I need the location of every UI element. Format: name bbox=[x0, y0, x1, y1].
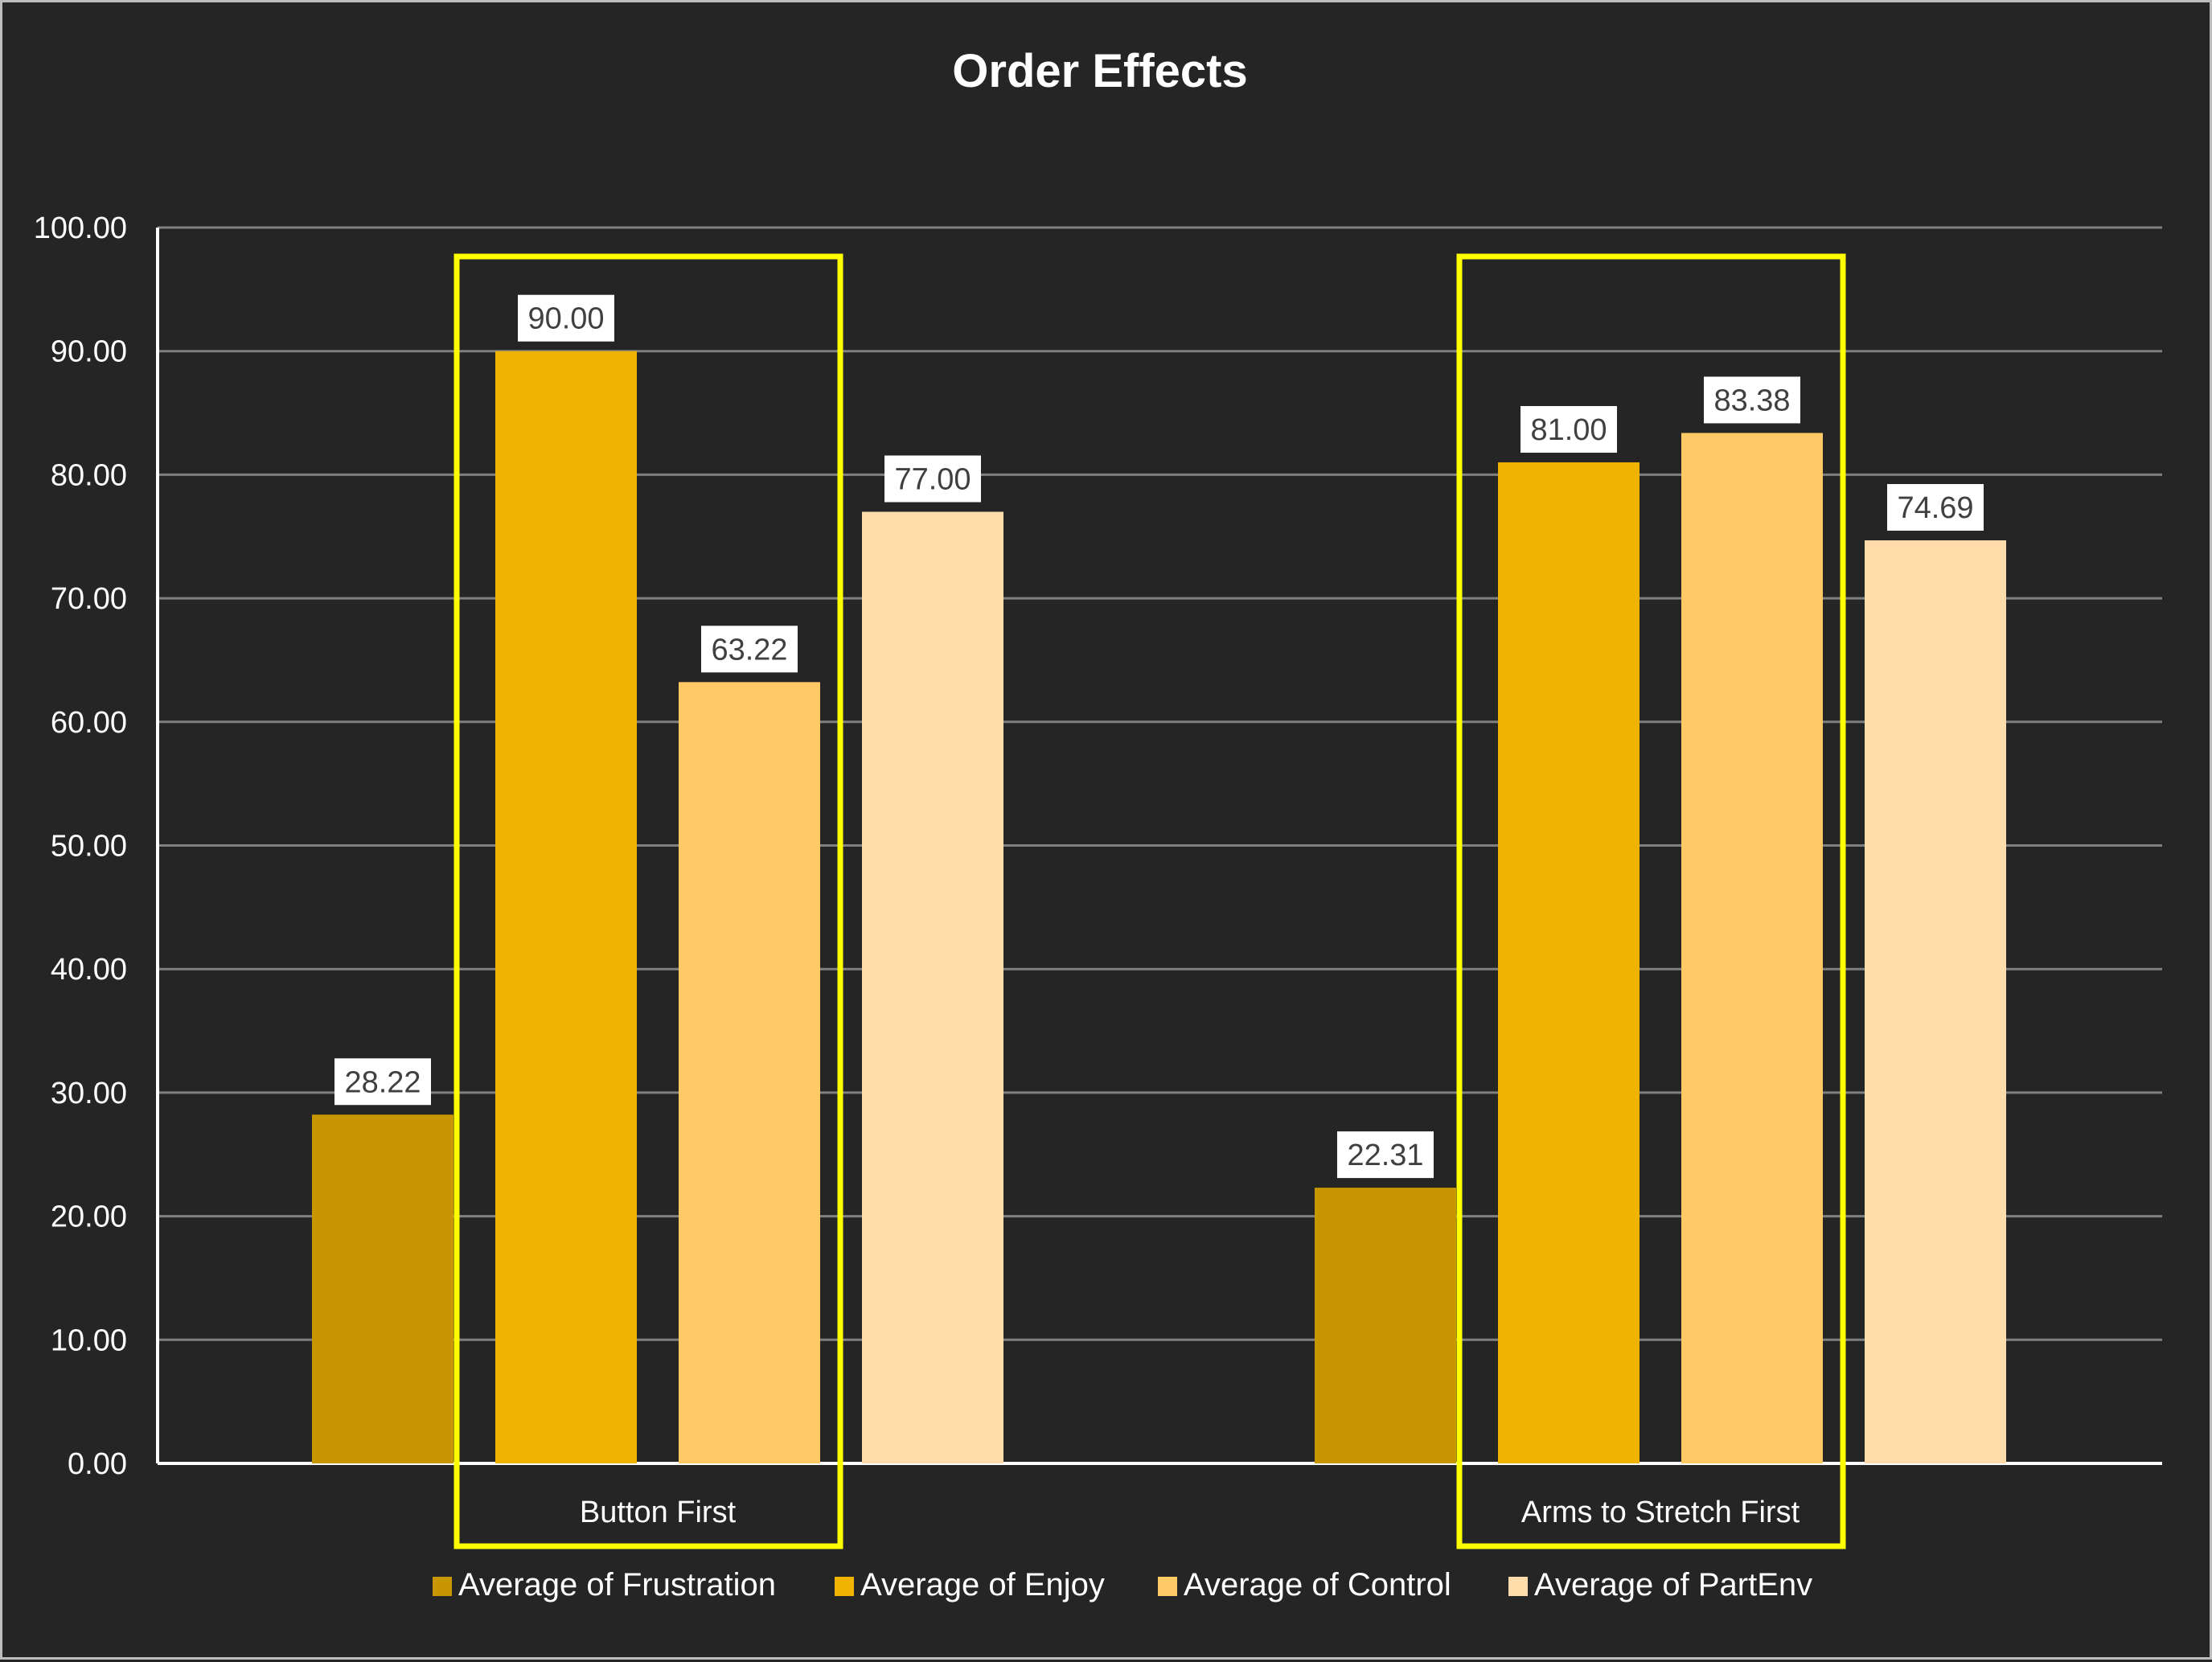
legend-swatch bbox=[1508, 1577, 1528, 1596]
bar bbox=[1865, 540, 2006, 1464]
data-label-box bbox=[1520, 406, 1617, 453]
y-tick-label: 80.00 bbox=[51, 458, 127, 492]
legend-label: Average of Frustration bbox=[458, 1567, 776, 1602]
bar bbox=[1681, 433, 1823, 1463]
bar bbox=[1315, 1188, 1456, 1463]
bar bbox=[495, 351, 637, 1464]
data-label-box bbox=[701, 626, 798, 673]
data-label: 83.38 bbox=[1713, 384, 1790, 417]
gridlines bbox=[156, 226, 2162, 1465]
bar bbox=[1498, 462, 1640, 1463]
data-label: 63.22 bbox=[711, 633, 787, 667]
highlight-box bbox=[453, 253, 843, 1549]
y-tick-label: 40.00 bbox=[51, 953, 127, 987]
y-tick-label: 90.00 bbox=[51, 335, 127, 369]
legend-swatch bbox=[835, 1577, 854, 1596]
y-tick-label: 30.00 bbox=[51, 1077, 127, 1110]
data-label: 74.69 bbox=[1897, 491, 1973, 525]
y-tick-label: 50.00 bbox=[51, 830, 127, 864]
legend-swatch bbox=[1158, 1577, 1177, 1596]
y-tick-label: 100.00 bbox=[34, 211, 127, 245]
data-labels: 28.22 90.00 63.22 77.00 22.31 81.00 83.38 74.69 bbox=[334, 294, 1984, 1179]
category-label: Arms to Stretch First bbox=[1521, 1496, 1800, 1529]
chart-title: Order Effects bbox=[952, 45, 1247, 97]
bar bbox=[312, 1114, 453, 1463]
y-axis-ticks: 0.00 10.00 20.00 30.00 40.00 50.00 60.00 70.00 8… bbox=[34, 211, 127, 1481]
data-label: 22.31 bbox=[1347, 1139, 1423, 1172]
legend: Average of Frustration Average of Enjoy Av… bbox=[433, 1567, 1812, 1602]
y-tick-label: 70.00 bbox=[51, 582, 127, 616]
y-tick-label: 0.00 bbox=[68, 1447, 127, 1481]
y-tick-label: 10.00 bbox=[51, 1323, 127, 1357]
highlight-box bbox=[1456, 253, 1846, 1549]
data-label-box bbox=[518, 294, 614, 342]
data-label-box bbox=[884, 455, 981, 503]
bars bbox=[312, 351, 2006, 1464]
data-label: 81.00 bbox=[1530, 413, 1607, 447]
legend-label: Average of Control bbox=[1184, 1567, 1451, 1602]
category-label: Button First bbox=[580, 1496, 737, 1529]
category-labels: Button First Arms to Stretch First bbox=[580, 1496, 1800, 1529]
y-tick-label: 20.00 bbox=[51, 1200, 127, 1234]
data-label-box bbox=[1337, 1131, 1434, 1179]
data-label-box bbox=[1887, 484, 1984, 531]
legend-swatch bbox=[433, 1577, 452, 1596]
legend-label: Average of PartEnv bbox=[1534, 1567, 1812, 1602]
bar bbox=[679, 682, 820, 1463]
data-label-box bbox=[334, 1058, 431, 1106]
legend-label: Average of Enjoy bbox=[860, 1567, 1105, 1602]
highlight-boxes bbox=[453, 253, 1846, 1549]
data-label-box bbox=[1704, 376, 1800, 424]
bar bbox=[862, 511, 1003, 1463]
data-label: 77.00 bbox=[894, 463, 971, 497]
y-tick-label: 60.00 bbox=[51, 706, 127, 740]
data-label: 28.22 bbox=[344, 1065, 421, 1099]
data-label: 90.00 bbox=[527, 302, 604, 336]
